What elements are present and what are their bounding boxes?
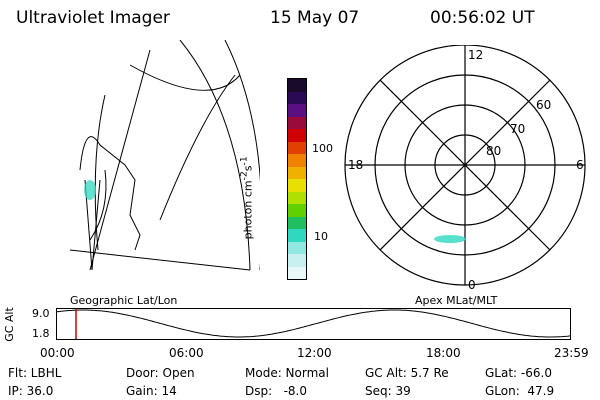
geo-panel-caption: Geographic Lat/Lon	[70, 294, 178, 307]
latitude-line	[129, 64, 241, 91]
colorbar-segment	[288, 204, 306, 217]
info-seq: Seq: 39	[365, 384, 411, 398]
colorbar	[287, 78, 307, 280]
colorbar-segment	[288, 229, 306, 242]
colorbar-segment	[288, 141, 306, 154]
info-gc-alt: GC Alt: 5.7 Re	[365, 366, 449, 380]
colorbar-segment	[288, 154, 306, 167]
colorbar-segment	[288, 254, 306, 267]
timeline-ylabel: GC Alt	[2, 307, 16, 342]
info-glat: GLat: -66.0	[485, 366, 552, 380]
gc-altitude-curve	[56, 309, 571, 338]
timeline-xtick-0000: 00:00	[40, 346, 75, 360]
info-door: Door: Open	[126, 366, 195, 380]
timeline-ytick-bottom: 1.8	[32, 327, 50, 340]
latitude-line	[69, 249, 251, 271]
app-title: Ultraviolet Imager	[16, 8, 170, 28]
colorbar-segment	[288, 216, 306, 229]
mlt-label-12: 12	[468, 48, 483, 62]
coastline	[79, 136, 141, 251]
orbit-timeline	[56, 308, 571, 340]
aurora-emission	[84, 180, 96, 200]
info-gain: Gain: 14	[126, 384, 177, 398]
geographic-map	[69, 40, 260, 271]
colorbar-segment	[288, 179, 306, 192]
mlat-label-60: 60	[536, 98, 551, 112]
mlat-label-70: 70	[510, 122, 525, 136]
colorbar-segment	[288, 104, 306, 117]
mlt-label-0: 0	[468, 278, 476, 292]
latitude-line	[89, 169, 107, 241]
polar-plot: 12 6 0 18 60 70 80	[344, 45, 586, 292]
mlt-axis	[379, 79, 551, 251]
meridian-line	[179, 40, 251, 271]
colorbar-segment	[288, 166, 306, 179]
timeline-xtick-1800: 18:00	[426, 346, 461, 360]
colorbar-segment	[288, 79, 306, 92]
date-readout: 15 May 07	[270, 8, 360, 28]
colorbar-unit-label: photon cm-2s-1	[238, 156, 255, 240]
colorbar-segment	[288, 91, 306, 104]
colorbar-segment	[288, 116, 306, 129]
info-mode: Mode: Normal	[245, 366, 329, 380]
colorbar-segment	[288, 129, 306, 142]
timeline-xtick-0600: 06:00	[169, 346, 204, 360]
meridian-line	[94, 94, 106, 251]
meridian-line	[89, 49, 151, 271]
mlt-label-18: 18	[348, 158, 363, 172]
colorbar-tick-10: 10	[314, 230, 328, 243]
polar-panel-caption: Apex MLat/MLT	[415, 294, 498, 307]
colorbar-segment	[288, 266, 306, 279]
colorbar-segment	[288, 191, 306, 204]
info-ip: IP: 36.0	[8, 384, 54, 398]
timeline-ytick-top: 9.0	[32, 307, 50, 320]
time-readout: 00:56:02 UT	[430, 8, 535, 28]
aurora-emission	[434, 235, 466, 243]
meridian-line	[159, 74, 236, 221]
colorbar-tick-100: 100	[312, 142, 333, 155]
info-dsp: Dsp: -8.0	[245, 384, 308, 398]
timeline-xtick-1200: 12:00	[297, 346, 332, 360]
timeline-frame	[56, 308, 571, 340]
mlat-label-80: 80	[486, 144, 501, 158]
timeline-xtick-2359: 23:59	[554, 346, 589, 360]
colorbar-segment	[288, 241, 306, 254]
info-filter: Flt: LBHL	[8, 366, 62, 380]
mlt-label-6: 6	[576, 158, 584, 172]
info-glon: GLon: 47.9	[485, 384, 555, 398]
latitude-line	[84, 179, 101, 271]
meridian-line	[224, 40, 260, 270]
